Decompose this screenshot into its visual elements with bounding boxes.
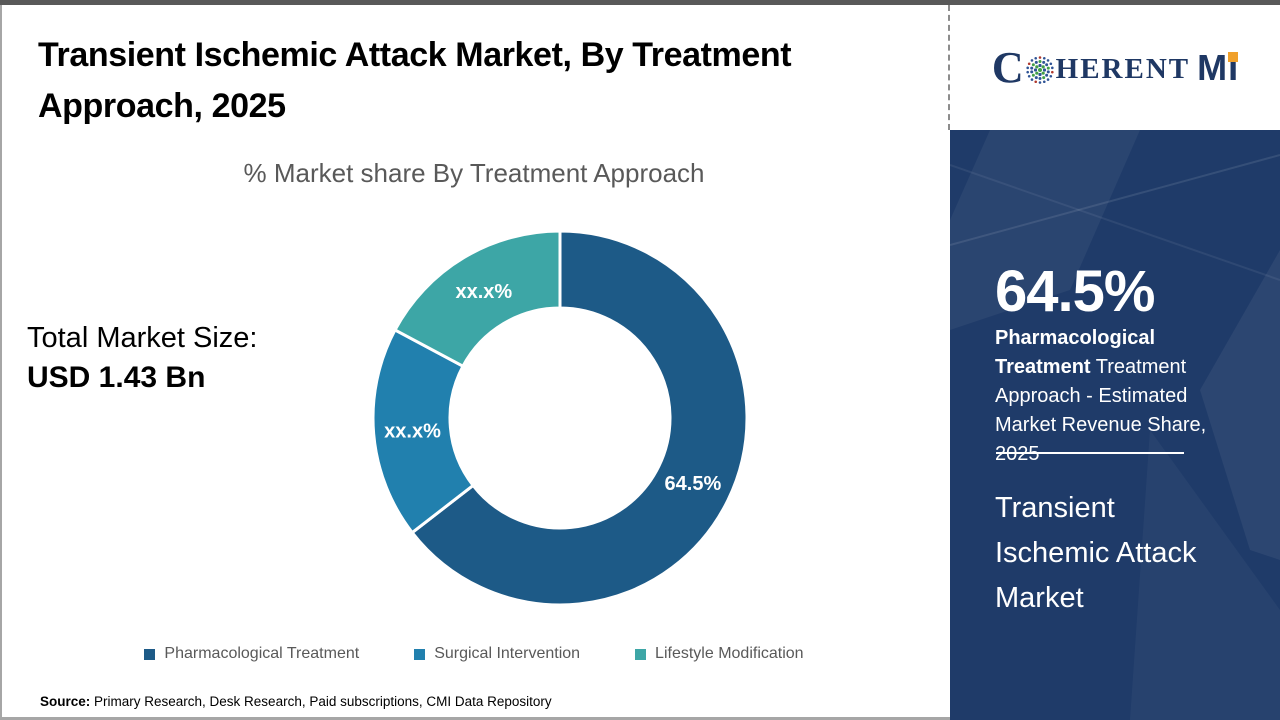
total-market-block: Total Market Size: USD 1.43 Bn bbox=[27, 322, 257, 395]
globe-dot bbox=[1038, 72, 1042, 76]
source-line: Source: Primary Research, Desk Research,… bbox=[40, 694, 552, 709]
donut-chart: 64.5% xx.x% xx.x% bbox=[371, 229, 749, 607]
legend-label: Surgical Intervention bbox=[434, 645, 581, 662]
legend-swatch-icon bbox=[414, 648, 426, 660]
page-title: Transient Ischemic Attack Market, By Tre… bbox=[38, 36, 792, 125]
legend-item-0: Pharmacological Treatment bbox=[144, 645, 359, 663]
donut-segment-0 bbox=[410, 229, 749, 607]
globe-dot bbox=[1031, 73, 1035, 77]
globe-dot bbox=[1034, 56, 1037, 60]
logo-letter-m: M bbox=[1197, 46, 1227, 88]
globe-dot bbox=[1030, 58, 1033, 62]
total-market-label: Total Market Size: bbox=[27, 322, 258, 354]
globe-dot bbox=[1041, 71, 1045, 75]
sidebar-stat-value: 64.5% bbox=[995, 259, 1155, 324]
globe-dot bbox=[1030, 77, 1033, 81]
globe-dot bbox=[1041, 75, 1045, 79]
logo-panel: C HERENT M I bbox=[950, 5, 1280, 130]
globe-dot bbox=[1026, 66, 1029, 69]
globe-dot bbox=[1031, 62, 1035, 66]
globe-dot bbox=[1049, 74, 1052, 78]
donut-segment-2 bbox=[393, 229, 562, 368]
globe-dot bbox=[1034, 71, 1039, 75]
sidebar-stat-label-rest: Treatment Approach - Estimated Market Re… bbox=[995, 356, 1207, 465]
globe-dot bbox=[1027, 61, 1031, 65]
globe-dot bbox=[1038, 55, 1041, 59]
sidebar: 64.5% Pharmacological Treatment Treatmen… bbox=[950, 130, 1280, 720]
sidebar-stat-label-bold: Pharmacological Treatment bbox=[995, 327, 1156, 378]
globe-dot bbox=[1038, 80, 1041, 84]
source-label: Source: bbox=[40, 694, 91, 709]
donut-segment-value-label: xx.x% bbox=[456, 281, 513, 303]
logo-letter-c: C bbox=[991, 42, 1024, 92]
globe-dot bbox=[1033, 67, 1037, 72]
globe-dot bbox=[1044, 73, 1048, 77]
globe-dot bbox=[1042, 67, 1046, 72]
globe-dot bbox=[1046, 69, 1050, 73]
donut-segment-value-label: xx.x% bbox=[384, 421, 441, 443]
top-bar bbox=[0, 0, 1280, 5]
total-market-value: USD 1.43 Bn bbox=[27, 361, 206, 394]
globe-dot bbox=[1029, 66, 1033, 70]
globe-dot bbox=[1046, 77, 1049, 81]
globe-dot bbox=[1034, 79, 1037, 83]
sidebar-map-texture bbox=[950, 130, 1280, 720]
globe-dot bbox=[1038, 63, 1042, 67]
globe-dot bbox=[1026, 70, 1029, 73]
globe-dot bbox=[1050, 70, 1054, 73]
globe-dot bbox=[1041, 64, 1045, 68]
globe-dot bbox=[1044, 62, 1048, 66]
globe-dot bbox=[1027, 74, 1031, 78]
dashed-divider bbox=[948, 5, 950, 130]
globe-dot bbox=[1037, 67, 1042, 72]
coherent-globe-icon bbox=[1026, 55, 1054, 84]
sidebar-stat-description: Pharmacological Treatment Treatment Appr… bbox=[995, 324, 1233, 469]
coherent-mi-logo: C HERENT M I bbox=[991, 42, 1239, 92]
legend-item-1: Surgical Intervention bbox=[414, 645, 580, 663]
donut-segment-value-label: 64.5% bbox=[665, 473, 722, 495]
globe-dot bbox=[1042, 56, 1046, 60]
globe-dot bbox=[1034, 64, 1039, 68]
legend-swatch-icon bbox=[635, 648, 647, 660]
globe-dot bbox=[1038, 59, 1042, 63]
sidebar-market-name: Transient Ischemic Attack Market bbox=[995, 492, 1197, 614]
globe-dot bbox=[1046, 66, 1050, 70]
logo-letter-i: I bbox=[1228, 46, 1239, 88]
globe-dot bbox=[1041, 60, 1045, 64]
legend-swatch-icon bbox=[144, 648, 156, 660]
globe-dot bbox=[1050, 66, 1054, 69]
globe-dot bbox=[1029, 69, 1033, 73]
source-text: Primary Research, Desk Research, Paid su… bbox=[90, 694, 552, 709]
globe-dot bbox=[1038, 76, 1042, 80]
globe-dot bbox=[1042, 79, 1046, 83]
chart-subtitle: % Market share By Treatment Approach bbox=[243, 158, 705, 188]
legend-label: Lifestyle Modification bbox=[655, 645, 804, 662]
globe-dot bbox=[1034, 75, 1038, 79]
decorative-underline bbox=[996, 452, 1184, 454]
legend-label: Pharmacological Treatment bbox=[164, 645, 360, 662]
globe-dot bbox=[1034, 60, 1038, 64]
globe-dot bbox=[1046, 58, 1049, 62]
chart-legend: Pharmacological Treatment Surgical Interv… bbox=[0, 645, 948, 663]
logo-letters-herent: HERENT bbox=[1055, 53, 1191, 85]
globe-dot bbox=[1049, 61, 1052, 65]
legend-item-2: Lifestyle Modification bbox=[635, 645, 804, 663]
